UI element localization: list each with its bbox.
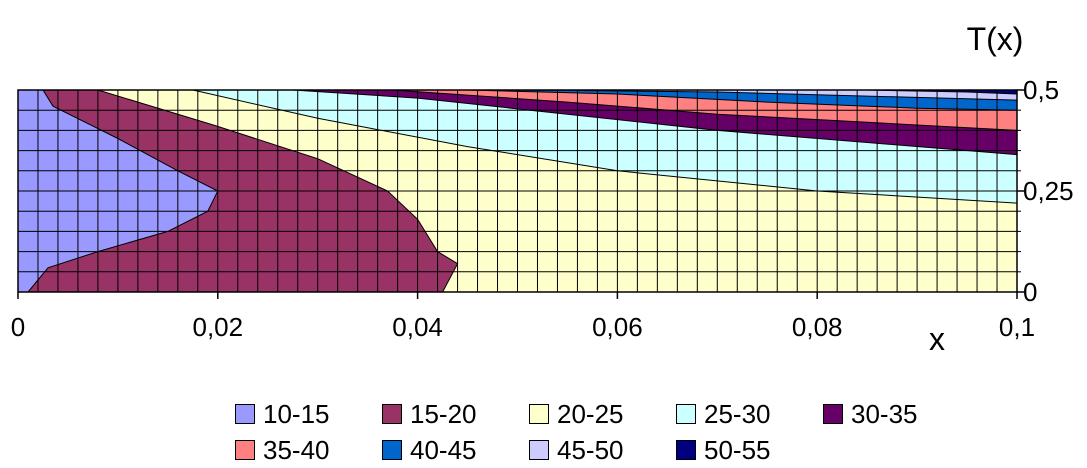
legend-item: 50-55 bbox=[676, 435, 823, 466]
legend-label: 35-40 bbox=[263, 434, 330, 465]
plot-grid bbox=[18, 90, 1017, 292]
x-tick-label: 0,08 bbox=[792, 312, 843, 342]
legend-item: 25-30 bbox=[676, 399, 823, 430]
legend-swatch bbox=[529, 440, 549, 460]
legend-item: 20-25 bbox=[529, 399, 676, 430]
legend-swatch bbox=[823, 404, 843, 424]
x-tick-label: 0 bbox=[11, 312, 25, 342]
legend-row: 10-15 15-20 20-25 25-30 30-35 bbox=[235, 396, 995, 432]
legend-label: 10-15 bbox=[263, 398, 330, 429]
y-tick-label: 0,25 bbox=[1023, 176, 1074, 206]
legend-label: 25-30 bbox=[704, 398, 771, 429]
legend-swatch bbox=[676, 440, 696, 460]
x-axis-ticks: 0 0,02 0,04 0,06 0,08 0,1 bbox=[11, 292, 1035, 342]
y-tick-label: 0 bbox=[1023, 277, 1037, 307]
legend-swatch bbox=[529, 404, 549, 424]
x-tick-label: 0,06 bbox=[592, 312, 643, 342]
legend-item: 40-45 bbox=[382, 435, 529, 466]
legend-row: 35-40 40-45 45-50 50-55 bbox=[235, 432, 995, 468]
legend-swatch bbox=[235, 440, 255, 460]
x-axis-title: x bbox=[929, 321, 945, 357]
legend-item: 35-40 bbox=[235, 435, 382, 466]
y-axis-ticks: 0 0,25 0,5 bbox=[1017, 75, 1074, 307]
legend-item: 15-20 bbox=[382, 399, 529, 430]
legend-swatch bbox=[382, 404, 402, 424]
legend: 10-15 15-20 20-25 25-30 30-35 35-40 40-45 45-50… bbox=[235, 396, 995, 468]
y-tick-label: 0,5 bbox=[1023, 75, 1059, 105]
x-tick-label: 0,04 bbox=[392, 312, 443, 342]
legend-swatch bbox=[235, 404, 255, 424]
legend-swatch bbox=[382, 440, 402, 460]
y-axis-title: T(x) bbox=[967, 21, 1024, 57]
legend-item: 45-50 bbox=[529, 435, 676, 466]
legend-item: 10-15 bbox=[235, 399, 382, 430]
legend-swatch bbox=[676, 404, 696, 424]
legend-label: 40-45 bbox=[410, 434, 477, 465]
legend-label: 50-55 bbox=[704, 434, 771, 465]
legend-label: 15-20 bbox=[410, 398, 477, 429]
x-tick-label: 0,1 bbox=[999, 312, 1035, 342]
legend-label: 20-25 bbox=[557, 398, 624, 429]
x-tick-label: 0,02 bbox=[192, 312, 243, 342]
legend-label: 30-35 bbox=[851, 398, 918, 429]
legend-label: 45-50 bbox=[557, 434, 624, 465]
legend-item: 30-35 bbox=[823, 399, 970, 430]
